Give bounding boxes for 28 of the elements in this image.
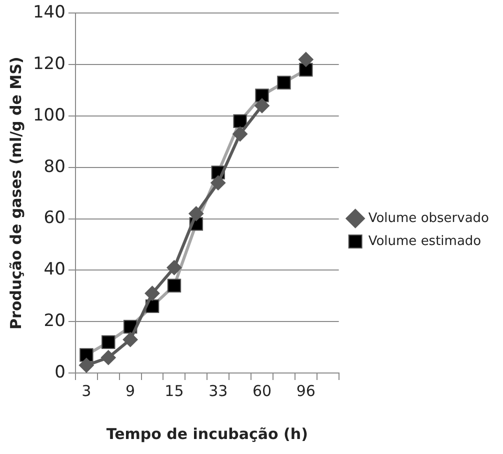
y-tick-label: 40 [44, 260, 66, 280]
x-tick-label: 15 [164, 382, 184, 400]
point [232, 126, 248, 142]
y-tick-label: 120 [32, 54, 66, 74]
point [122, 332, 138, 348]
point [166, 260, 182, 276]
x-tick-label: 3 [82, 382, 92, 400]
x-tick-label: 33 [208, 382, 228, 400]
point [144, 286, 160, 301]
y-tick-label: 100 [32, 105, 66, 126]
point [78, 358, 94, 373]
point [188, 206, 204, 222]
x-tick-label: 96 [296, 382, 316, 400]
x-axis-title: Tempo de incubação (h) [106, 424, 308, 443]
point [298, 52, 314, 67]
x-tick-label: 9 [126, 382, 136, 400]
point [100, 350, 116, 366]
y-tick-label: 80 [44, 156, 66, 177]
legend-label: Volume estimado [368, 234, 482, 249]
point [210, 175, 226, 190]
y-tick-label: 20 [44, 311, 66, 332]
y-tick-label: 0 [54, 362, 66, 382]
legend-label: Volume observado [368, 210, 490, 226]
y-tick-label: 60 [44, 208, 66, 228]
point [254, 98, 270, 114]
x-tick-label: 60 [252, 382, 272, 400]
y-tick-label: 140 [32, 2, 66, 23]
y-axis-title: Produção de gases (ml/g de MS) [6, 56, 25, 330]
